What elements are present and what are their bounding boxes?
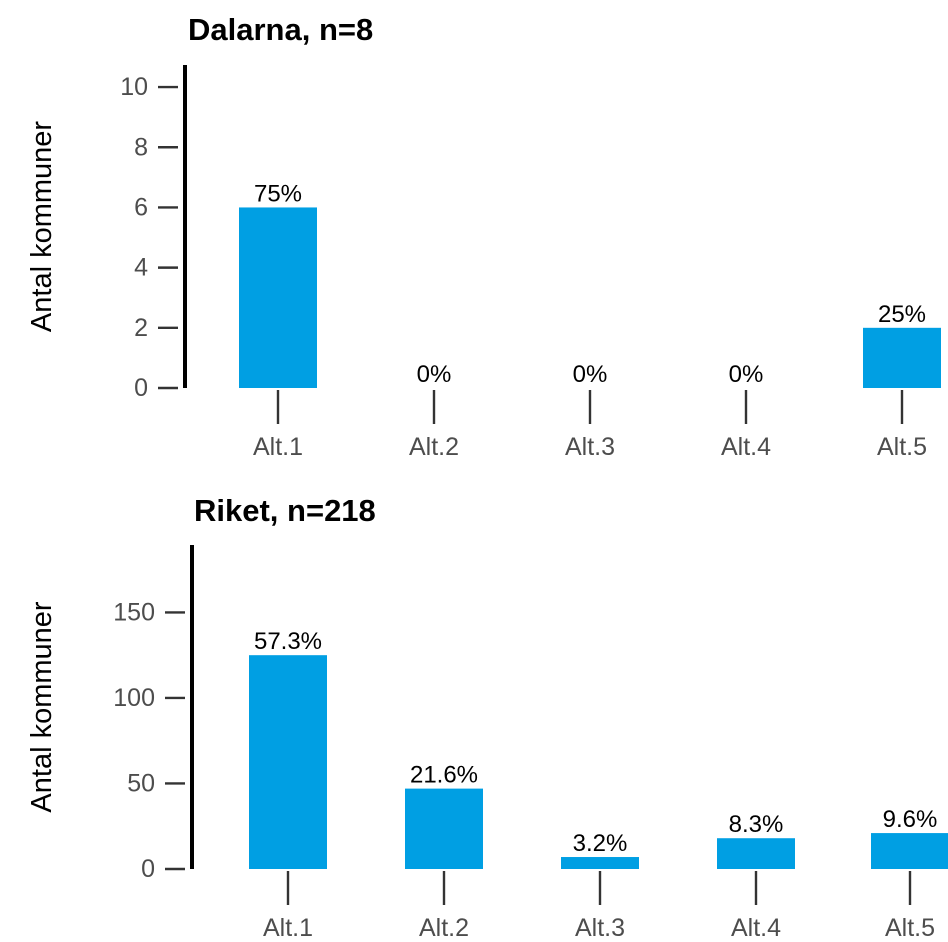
y-tick-label: 150 [113,598,155,626]
bar [249,655,327,869]
chart-title: Dalarna, n=8 [188,12,373,47]
data-label: 75% [254,180,302,207]
bar [863,327,941,388]
y-tick-label: 4 [134,254,148,282]
data-label: 9.6% [883,806,938,833]
y-tick-label: 10 [120,73,148,101]
x-tick-label: Alt.2 [419,914,469,942]
data-label: 8.3% [729,811,784,838]
bar [239,207,317,388]
data-label: 0% [417,361,452,388]
y-tick-label: 100 [113,684,155,712]
x-tick-label: Alt.2 [409,433,459,461]
chart-title: Riket, n=218 [194,493,376,528]
y-axis-label: Antal kommuner [26,601,58,812]
data-label: 57.3% [254,628,322,655]
x-tick-label: Alt.1 [253,433,303,461]
data-label: 25% [878,301,926,328]
x-tick-label: Alt.5 [885,914,935,942]
x-tick-label: Alt.4 [731,914,781,942]
y-tick-label: 6 [134,193,148,221]
data-label: 21.6% [410,762,478,789]
y-tick-label: 2 [134,314,148,342]
y-tick-label: 50 [127,769,155,797]
x-tick-label: Alt.3 [575,914,625,942]
bar [871,833,948,869]
bar [561,857,639,869]
data-label: 3.2% [573,830,628,857]
x-tick-label: Alt.4 [721,433,771,461]
y-tick-label: 0 [141,855,155,883]
y-tick-label: 0 [134,374,148,402]
x-tick-label: Alt.5 [877,433,927,461]
data-label: 0% [573,361,608,388]
bar [717,838,795,869]
x-tick-label: Alt.1 [263,914,313,942]
bar [405,788,483,869]
data-label: 0% [729,361,764,388]
y-tick-label: 8 [134,133,148,161]
y-axis-label: Antal kommuner [26,121,58,332]
x-tick-label: Alt.3 [565,433,615,461]
